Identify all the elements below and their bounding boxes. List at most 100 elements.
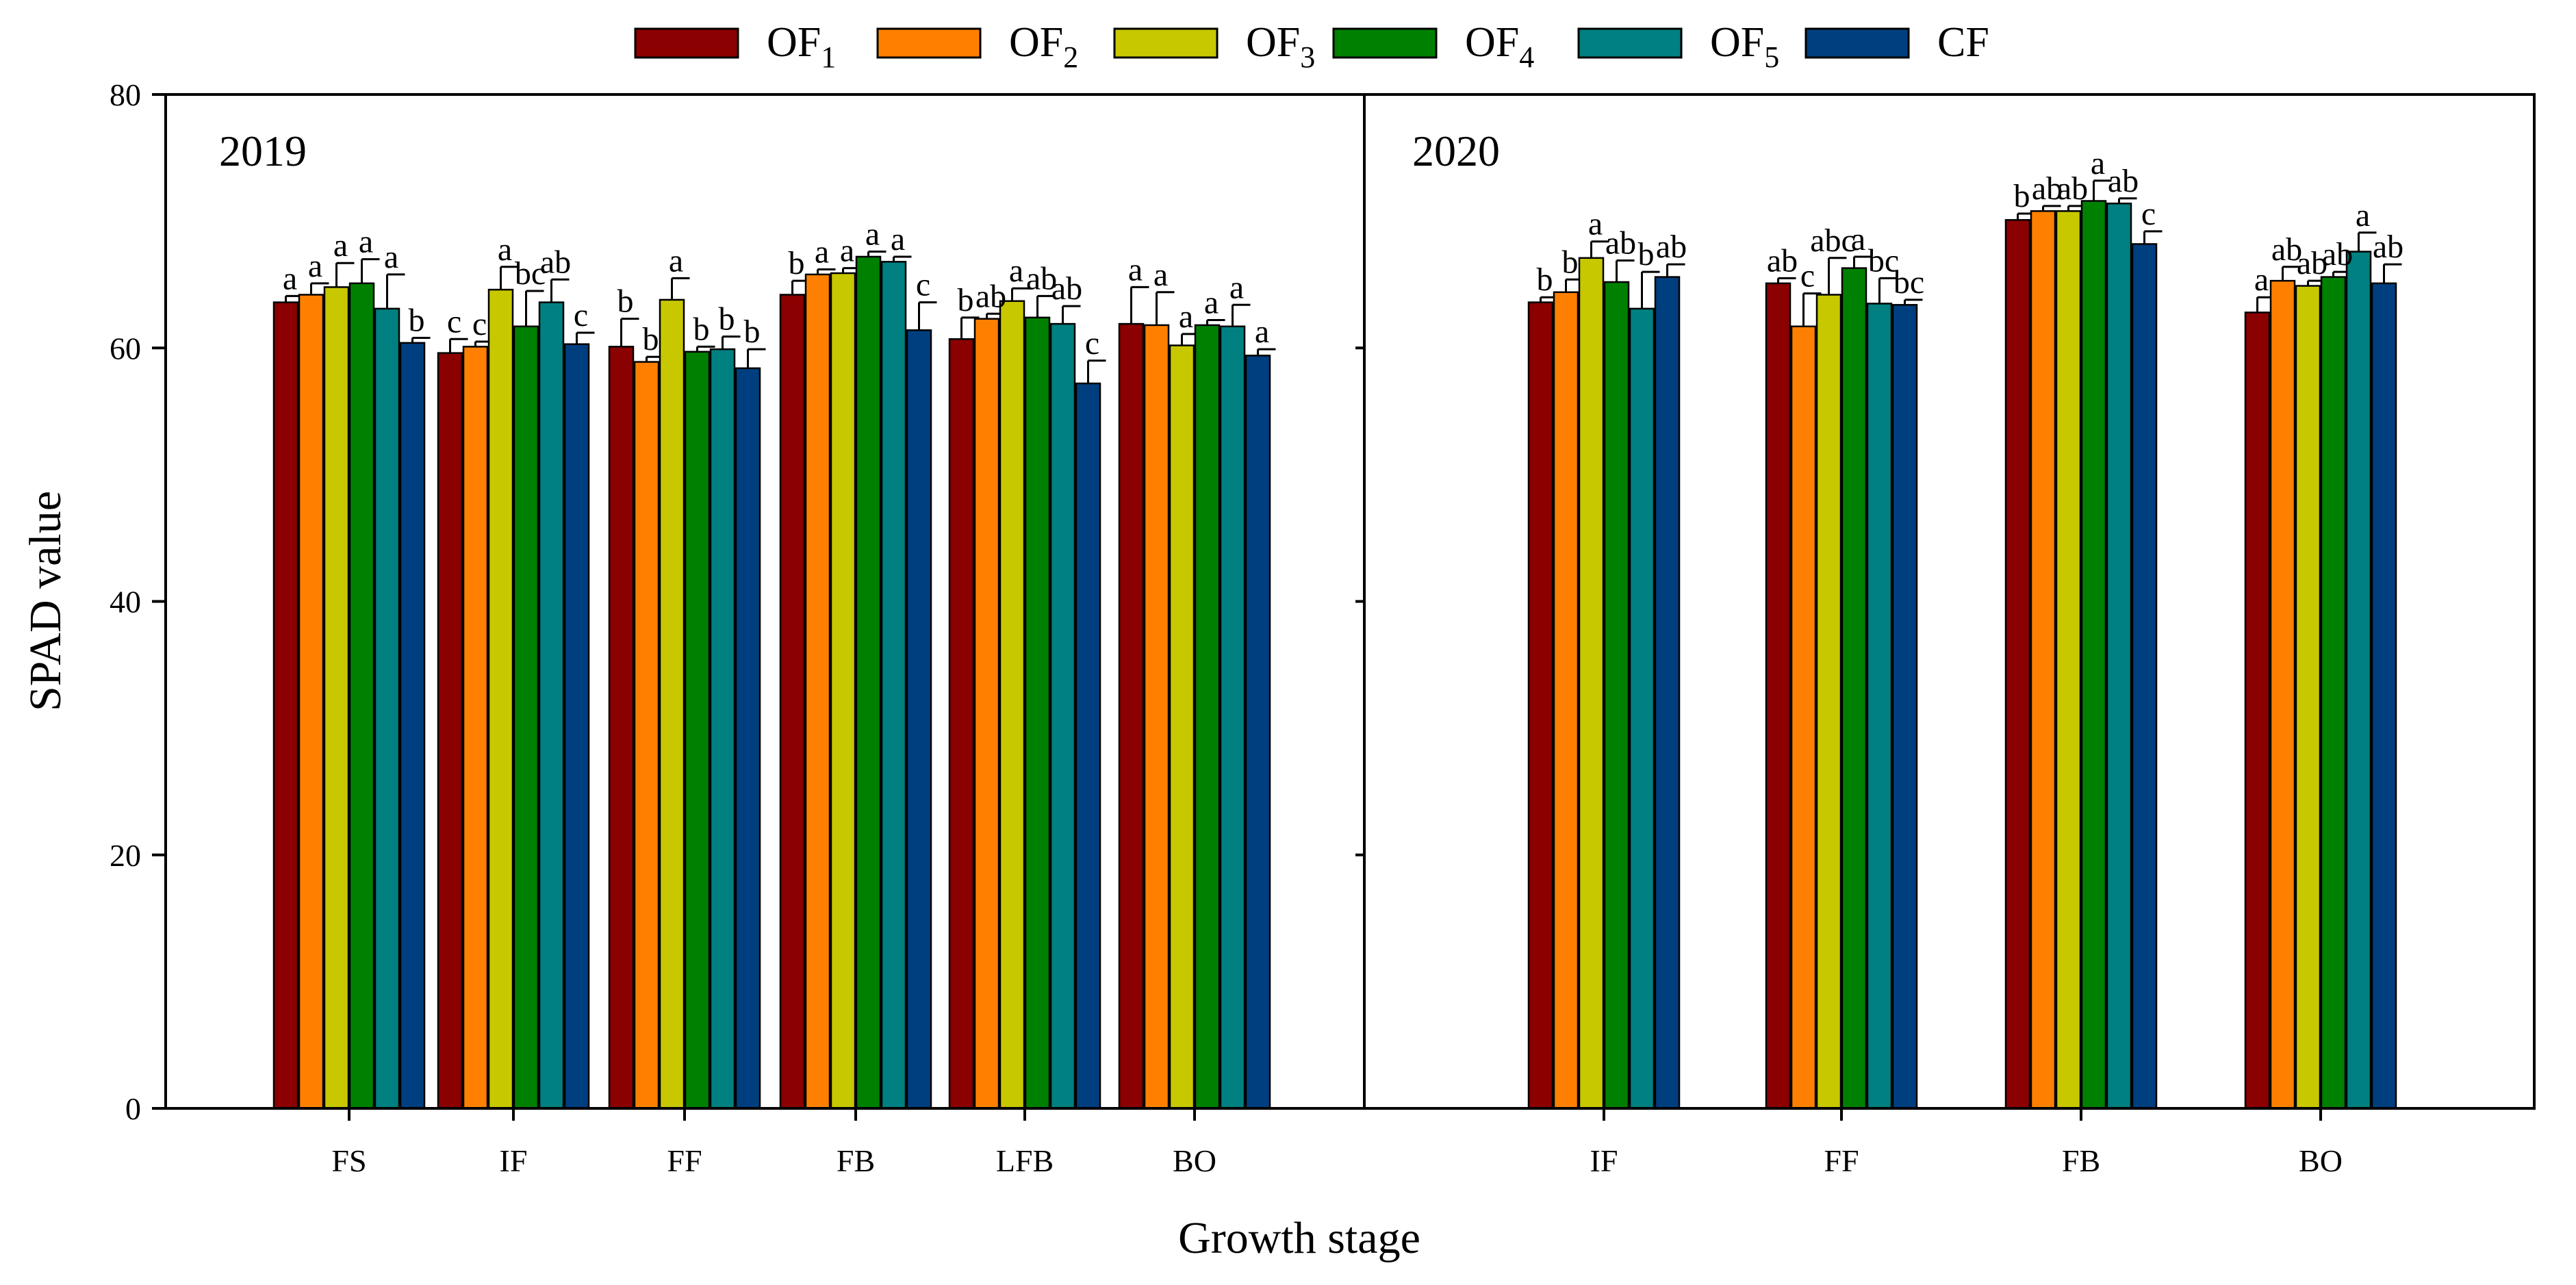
bar-of4-2020-if xyxy=(1603,281,1630,1110)
bar-of5-2020-if xyxy=(1629,307,1655,1110)
legend: OF1 OF2 OF3 OF4 OF5 CF xyxy=(634,19,1989,74)
legend-label-text: OF xyxy=(1465,19,1519,66)
legend-label-text: OF xyxy=(1246,19,1300,66)
legend-label: OF1 xyxy=(767,19,836,74)
bar-group-item xyxy=(906,301,937,1110)
significance-label: c xyxy=(916,267,930,303)
bar-cf-2019-fb xyxy=(906,329,932,1110)
legend-item-cf: CF xyxy=(1805,19,1989,66)
bar-of1-2019-fs xyxy=(272,301,299,1110)
bar-of3-2019-fb xyxy=(830,272,856,1110)
legend-label-text: OF xyxy=(1710,19,1764,66)
bar-group-item xyxy=(608,318,639,1110)
bar-of1-2019-fb xyxy=(779,294,806,1110)
bar-cf-2019-bo xyxy=(1245,355,1271,1110)
bar-cf-2019-if xyxy=(563,343,590,1110)
significance-label: b xyxy=(1638,236,1655,272)
bar-of5-2020-bo xyxy=(2345,251,2372,1110)
bar-group-item xyxy=(1075,359,1106,1110)
bar-group-item xyxy=(2131,230,2163,1110)
bar-group-item xyxy=(1219,303,1251,1110)
significance-label: b xyxy=(958,282,974,318)
significance-label: b xyxy=(643,321,659,357)
bar-group-item xyxy=(2269,266,2301,1110)
x-tick-label-bo: BO xyxy=(1173,1143,1216,1178)
y-tick-label: 20 xyxy=(110,838,141,873)
significance-label: a xyxy=(283,260,297,296)
significance-label: ab xyxy=(1026,260,1057,296)
bar-group-item xyxy=(804,268,836,1110)
significance-label: a xyxy=(384,239,398,275)
legend-swatch xyxy=(634,27,739,59)
bar-group-item xyxy=(1654,263,1685,1110)
bar-cf-2019-fs xyxy=(399,342,426,1110)
bar-group-item xyxy=(830,267,861,1110)
significance-label: c xyxy=(2141,196,2156,232)
bar-group-item xyxy=(855,251,887,1110)
legend-swatch xyxy=(1577,27,1683,59)
significance-label: c xyxy=(574,297,588,333)
bar-of1-2019-bo xyxy=(1118,322,1145,1110)
y-tick-label: 80 xyxy=(110,77,141,112)
bar-group-item xyxy=(1765,277,1796,1110)
significance-label: b xyxy=(409,302,425,338)
bar-of2-2019-lfb xyxy=(973,318,1000,1110)
significance-label: a xyxy=(308,248,322,284)
bar-group-item xyxy=(1245,348,1276,1110)
legend-swatch xyxy=(1805,27,1910,59)
legend-swatch xyxy=(876,27,982,59)
bar-group-item xyxy=(1815,257,1847,1110)
bar-of1-2020-if xyxy=(1527,301,1554,1110)
y-tick-label: 0 xyxy=(125,1091,141,1126)
legend-label: CF xyxy=(1937,19,1989,66)
bar-group-item xyxy=(1118,285,1149,1110)
significance-label: a xyxy=(865,216,880,253)
legend-label: OF5 xyxy=(1710,19,1779,74)
bar-of4-2019-fs xyxy=(348,282,375,1110)
bar-group-item xyxy=(462,340,494,1110)
significance-label: ab xyxy=(1605,225,1636,262)
significance-label: a xyxy=(1179,298,1193,335)
bar-of2-2019-fs xyxy=(298,294,324,1110)
bar-group-item xyxy=(2080,179,2112,1110)
significance-label: c xyxy=(1085,325,1099,361)
bar-of2-2019-ff xyxy=(633,361,660,1110)
legend-item-of2: OF2 xyxy=(876,19,1078,74)
bar-of3-2020-fb xyxy=(2055,210,2082,1110)
significance-label: a xyxy=(359,224,373,260)
bar-of5-2019-if xyxy=(538,301,565,1110)
x-tick-label-bo: BO xyxy=(2299,1143,2343,1178)
bar-of4-2019-lfb xyxy=(1024,316,1051,1110)
bar-of1-2020-bo xyxy=(2244,311,2271,1110)
bar-group-item xyxy=(633,355,665,1110)
bar-group-item xyxy=(2320,270,2351,1110)
significance-label: b xyxy=(617,283,634,320)
significance-label: abc xyxy=(1810,222,1856,259)
significance-label: ab xyxy=(2322,236,2353,272)
significance-label: a xyxy=(1588,206,1603,242)
y-axis-title: SPAD value xyxy=(21,491,71,711)
bar-group-item xyxy=(563,331,595,1110)
bar-of1-2019-lfb xyxy=(948,338,975,1110)
bar-group-item xyxy=(399,336,431,1110)
bar-of4-2020-fb xyxy=(2080,200,2107,1110)
bar-group-item xyxy=(880,255,912,1110)
significance-label: a xyxy=(2356,197,2370,233)
x-tick-label-fs: FS xyxy=(331,1143,366,1178)
significance-label: ab xyxy=(2108,163,2139,199)
significance-label: a xyxy=(2091,145,2105,181)
bar-of5-2019-ff xyxy=(709,348,736,1110)
significance-label: ab xyxy=(2373,229,2403,265)
bar-of2-2020-if xyxy=(1553,291,1579,1110)
x-tick-label-ff: FF xyxy=(1824,1143,1859,1178)
bar-cf-2020-fb xyxy=(2131,243,2158,1110)
x-tick-label-if: IF xyxy=(1590,1143,1618,1178)
bar-of3-2019-lfb xyxy=(999,300,1025,1110)
legend-swatch xyxy=(1332,27,1438,59)
bar-of2-2020-fb xyxy=(2030,210,2056,1110)
bar-group-item xyxy=(1891,298,1923,1110)
bar-cf-2020-ff xyxy=(1891,304,1918,1110)
bar-group-item xyxy=(1629,270,1660,1110)
bar-of1-2020-fb xyxy=(2004,219,2031,1110)
